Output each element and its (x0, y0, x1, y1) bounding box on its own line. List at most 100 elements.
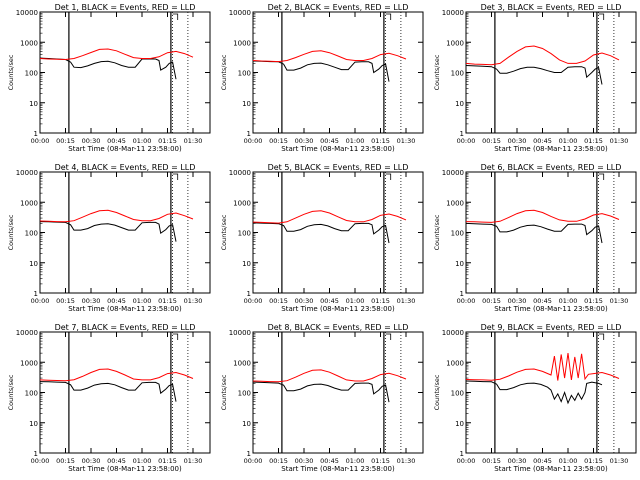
detector-panel-8: Det 8, BLACK = Events, RED = LLD11010010… (220, 323, 423, 473)
marker-bracket (386, 14, 391, 20)
series-lld (253, 370, 406, 382)
x-tick-label: 00:15 (56, 457, 75, 465)
x-tick-label: 01:15 (584, 297, 603, 305)
x-tick-label: 00:30 (295, 137, 314, 145)
y-tick-label: 1000 (233, 199, 251, 207)
x-tick-label: 00:15 (482, 297, 501, 305)
y-tick-label: 10000 (442, 169, 464, 177)
x-axis-label: Start Time (08-Mar-11 23:58:00) (281, 305, 395, 313)
y-tick-label: 10000 (16, 9, 38, 17)
x-tick-label: 00:45 (107, 457, 126, 465)
x-tick-label: 00:30 (508, 137, 527, 145)
series-lld (466, 210, 619, 222)
x-tick-label: 01:15 (371, 457, 390, 465)
y-tick-label: 10 (242, 100, 251, 108)
series-events (253, 61, 389, 82)
x-tick-label: 00:45 (533, 297, 552, 305)
x-tick-label: 00:45 (320, 137, 339, 145)
y-axis-label: Counts/sec (433, 374, 441, 410)
marker-bracket (599, 174, 604, 180)
y-axis-label: Counts/sec (433, 214, 441, 250)
marker-bracket (173, 334, 178, 340)
x-tick-label: 00:15 (56, 137, 75, 145)
panel-title: Det 3, BLACK = Events, RED = LLD (481, 3, 622, 12)
x-tick-label: 01:15 (584, 137, 603, 145)
x-tick-label: 00:00 (457, 137, 476, 145)
series-lld (466, 46, 619, 65)
y-axis-label: Counts/sec (7, 214, 15, 250)
x-tick-label: 00:45 (320, 297, 339, 305)
x-tick-label: 00:30 (508, 457, 527, 465)
x-tick-label: 01:30 (397, 137, 416, 145)
x-tick-label: 00:00 (244, 297, 263, 305)
marker-bracket (386, 174, 391, 180)
x-tick-label: 00:45 (107, 137, 126, 145)
x-tick-label: 01:15 (371, 137, 390, 145)
y-tick-label: 1000 (446, 39, 464, 47)
series-events (253, 223, 389, 243)
y-tick-label: 10000 (16, 329, 38, 337)
series-events (40, 382, 176, 402)
y-tick-label: 10 (29, 420, 38, 428)
y-axis-label: Counts/sec (7, 374, 15, 410)
y-tick-label: 100 (451, 70, 464, 78)
x-tick-label: 01:15 (158, 137, 177, 145)
x-tick-label: 01:00 (346, 297, 365, 305)
panel-title: Det 2, BLACK = Events, RED = LLD (268, 3, 409, 12)
x-tick-label: 01:30 (184, 297, 203, 305)
y-tick-label: 10000 (16, 169, 38, 177)
panel-title: Det 7, BLACK = Events, RED = LLD (55, 323, 196, 332)
y-tick-label: 10 (455, 260, 464, 268)
x-tick-label: 00:00 (31, 297, 50, 305)
x-tick-label: 00:15 (482, 457, 501, 465)
y-tick-label: 1000 (20, 39, 38, 47)
x-tick-label: 01:00 (133, 457, 152, 465)
detector-panel-2: Det 2, BLACK = Events, RED = LLD 1 10 100 10… (220, 3, 423, 153)
y-tick-label: 1000 (20, 359, 38, 367)
y-tick-label: 10000 (229, 329, 251, 337)
y-tick-label: 100 (451, 230, 464, 238)
series-events (253, 382, 389, 402)
marker-bracket (173, 14, 178, 20)
x-tick-label: 00:00 (457, 297, 476, 305)
x-tick-label: 01:00 (346, 137, 365, 145)
y-tick-label: 10000 (229, 169, 251, 177)
x-tick-label: 00:30 (82, 137, 101, 145)
plot-frame (466, 332, 636, 453)
x-axis-label: Start Time (08-Mar-11 23:58:00) (68, 305, 182, 313)
x-tick-label: 00:45 (107, 297, 126, 305)
x-tick-label: 01:00 (133, 137, 152, 145)
x-axis-label: Start Time (08-Mar-11 23:58:00) (68, 145, 182, 153)
series-events (40, 58, 176, 79)
x-tick-label: 00:15 (269, 297, 288, 305)
series-lld (40, 49, 193, 60)
y-tick-label: 10000 (442, 9, 464, 17)
x-axis-label: Start Time (08-Mar-11 23:58:00) (494, 465, 608, 473)
y-tick-label: 100 (451, 390, 464, 398)
x-tick-label: 01:15 (584, 457, 603, 465)
x-tick-label: 01:15 (158, 297, 177, 305)
plot-frame (253, 172, 423, 293)
x-axis-label: Start Time (08-Mar-11 23:58:00) (281, 465, 395, 473)
y-tick-label: 1000 (233, 359, 251, 367)
y-tick-label: 10000 (229, 9, 251, 17)
detector-panel-3: Det 3, BLACK = Events, RED = LLD11010010… (433, 3, 636, 153)
x-tick-label: 00:00 (244, 137, 263, 145)
x-tick-label: 01:30 (610, 137, 629, 145)
series-lld (40, 210, 193, 222)
detector-panel-1: Det 1, BLACK = Events, RED = LLD 1 10 100 10… (7, 3, 210, 153)
x-tick-label: 01:15 (371, 297, 390, 305)
x-tick-label: 00:15 (269, 137, 288, 145)
x-tick-label: 01:30 (610, 457, 629, 465)
x-axis-label: Start Time (08-Mar-11 23:58:00) (494, 305, 608, 313)
x-tick-label: 01:30 (184, 457, 203, 465)
panel-title: Det 5, BLACK = Events, RED = LLD (268, 163, 409, 172)
series-lld (466, 353, 619, 380)
panel-title: Det 6, BLACK = Events, RED = LLD (481, 163, 622, 172)
x-tick-label: 00:45 (533, 457, 552, 465)
x-tick-label: 01:30 (397, 457, 416, 465)
y-axis-label: Counts/sec (7, 54, 15, 90)
series-lld (253, 51, 406, 62)
x-tick-label: 00:00 (244, 457, 263, 465)
